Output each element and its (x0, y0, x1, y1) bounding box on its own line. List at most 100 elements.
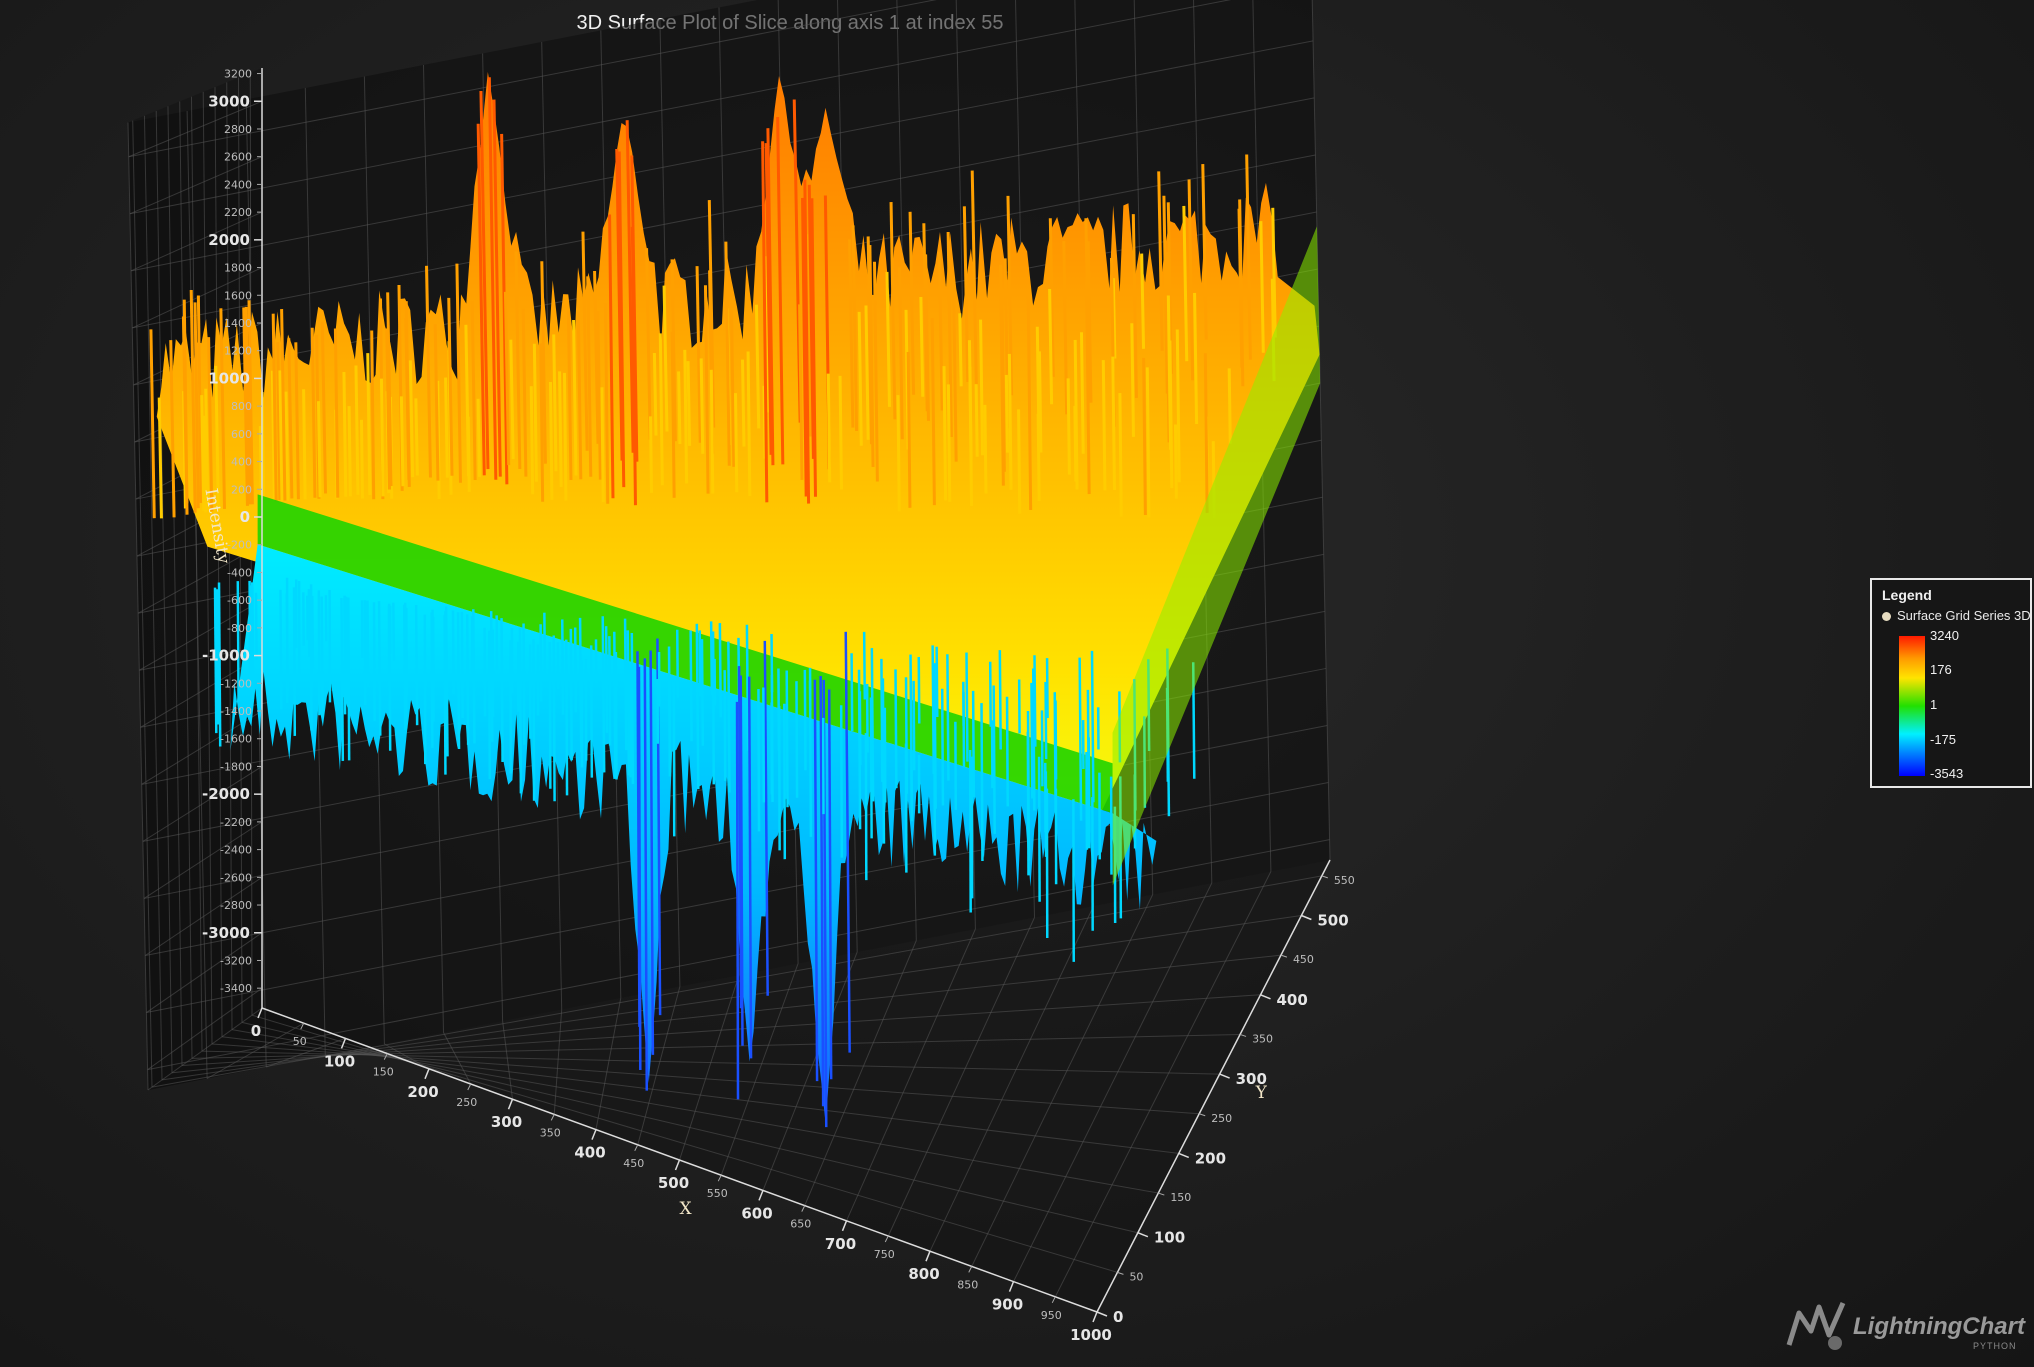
legend-series-entry[interactable]: Surface Grid Series 3D (1882, 608, 2031, 623)
legend-value-min: -3543 (1930, 766, 1964, 781)
surface-spike (280, 309, 287, 501)
surface-spike (1085, 281, 1091, 495)
surface-spike (258, 426, 263, 501)
legend-box: Legend Surface Grid Series 3D 3240 176 1… (1870, 578, 2032, 788)
surface-trough (569, 628, 573, 761)
legend-title: Legend (1882, 587, 1932, 603)
leftwall-grid-line (130, 211, 263, 272)
floor-grid-line (762, 951, 858, 1191)
surface-spike (566, 310, 573, 481)
x-tick-label-minor: 450 (623, 1157, 644, 1170)
surface-spike (1004, 374, 1009, 453)
surface-spike (342, 371, 348, 497)
y-tick-label-minor: 1200 (224, 345, 252, 358)
surface-spike (503, 291, 511, 466)
x-tick-minor (801, 1205, 806, 1212)
z-tick-minor (1239, 1033, 1247, 1037)
surface-trough (912, 680, 916, 771)
floor-grid-line (637, 986, 681, 1145)
surface-spike (540, 261, 547, 464)
surface-spike (838, 375, 843, 490)
surface-trough (472, 609, 476, 744)
surface-spike (805, 234, 813, 437)
surface-spike (200, 395, 206, 511)
surface-trough (808, 680, 813, 837)
surface-trough (489, 611, 494, 742)
x-tick-minor (550, 1114, 555, 1121)
surface-trough (377, 601, 382, 736)
surface-trough (539, 624, 543, 702)
y-tick-label-minor: -400 (227, 566, 252, 579)
y-tick-label: -2000 (202, 785, 250, 803)
surface-trough (320, 596, 324, 718)
floor-grid-line (720, 963, 799, 1176)
surface-trough (1054, 700, 1058, 780)
surface-spike (196, 295, 203, 504)
surface-trough (565, 639, 569, 796)
x-tick-label: 1000 (1070, 1326, 1112, 1344)
surface-spike (919, 296, 925, 397)
x-tick (674, 1159, 681, 1171)
x-tick (1008, 1281, 1015, 1292)
surface-spike (645, 248, 652, 440)
surface-trough (1033, 655, 1037, 747)
surface-spike (864, 305, 870, 440)
surface-spike (889, 202, 897, 420)
surface-spike (1201, 164, 1208, 340)
x-tick (758, 1190, 764, 1201)
surface-trough (1090, 650, 1095, 803)
surface-spike (596, 311, 602, 480)
surface-spike (946, 384, 952, 502)
surface-trough (500, 618, 504, 763)
surface-spike (801, 197, 808, 497)
y-tick-label-minor: -2600 (220, 871, 252, 884)
surface-trough (649, 650, 655, 1055)
x-tick-minor (717, 1174, 722, 1182)
surface-spike (1140, 253, 1146, 349)
z-tick-minor (1158, 1192, 1165, 1196)
surface-spike (247, 300, 254, 505)
surface-spike (359, 419, 364, 499)
surface-spike (1101, 360, 1107, 491)
surface-trough (785, 670, 789, 808)
x-tick-label: 300 (491, 1113, 522, 1131)
surface-spike (310, 327, 317, 498)
z-tick (1096, 1311, 1108, 1317)
surface-upper (156, 72, 1320, 822)
surface-spike (581, 231, 589, 451)
leftwall-grid-line (202, 91, 213, 1044)
y-tick-label: 1000 (208, 369, 250, 387)
surface-trough (757, 689, 761, 832)
surface-spike (983, 404, 988, 494)
floor-grid-line (1013, 882, 1213, 1282)
surface-spike (754, 304, 761, 429)
surface-trough (783, 703, 787, 860)
surface-spike (532, 343, 538, 482)
backwall-grid-line (127, 122, 149, 1091)
z-tick-label: 500 (1317, 912, 1348, 930)
surface-spike (617, 151, 626, 488)
surface-spike (1086, 241, 1093, 403)
z-tick-label: 300 (1236, 1070, 1267, 1088)
surface-spike (603, 303, 610, 504)
surface-trough (745, 624, 750, 751)
surface-trough (844, 631, 851, 1053)
surface-spike (1006, 195, 1014, 396)
surface-spike (851, 225, 859, 432)
surface-spike (149, 329, 156, 519)
floor-grid-line (846, 928, 976, 1222)
surface-trough (739, 675, 744, 1046)
surface-spike (492, 99, 502, 477)
floor-grid-line (887, 917, 1035, 1237)
x-tick (925, 1250, 931, 1262)
z-tick-label-minor: 550 (1334, 874, 1355, 887)
z-tick-minor (1280, 954, 1288, 958)
z-tick (1301, 914, 1312, 921)
surface-trough (1044, 682, 1048, 760)
surface-spike (1145, 367, 1151, 518)
surface-trough (862, 631, 867, 700)
surface-spike (414, 398, 419, 476)
z-axis-line (1096, 859, 1331, 1313)
floor-grid-line (161, 915, 1302, 1081)
